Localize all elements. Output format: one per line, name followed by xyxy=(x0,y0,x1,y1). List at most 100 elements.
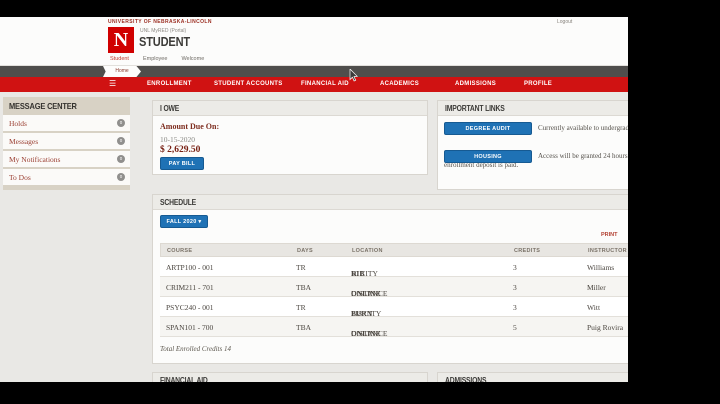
building-code: RIB xyxy=(351,269,365,278)
building-code: ONLINE xyxy=(351,329,381,338)
table-row: PSYC240 - 001 TR BURN 118 CITY 3 Witt xyxy=(160,297,628,318)
to-dos-count-badge: 0 xyxy=(117,173,125,181)
hamburger-menu-icon[interactable]: ☰ xyxy=(109,79,117,88)
degree-audit-note: Currently available to undergraduate stu… xyxy=(538,124,628,132)
room-campus: DISTANCE xyxy=(351,329,388,338)
col-days: DAYS xyxy=(297,248,313,254)
my-notifications-label: My Notifications xyxy=(9,154,61,164)
breadcrumb-home-tab[interactable]: Home xyxy=(103,66,141,77)
course-code: PSYC240 - 001 xyxy=(166,303,214,312)
unl-n-logo[interactable]: N xyxy=(108,27,134,53)
sidebar-item-to-dos[interactable]: To Dos 0 xyxy=(3,169,130,185)
portal-title: STUDENT xyxy=(139,34,190,49)
nav-admissions[interactable]: ADMISSIONS xyxy=(455,81,497,87)
building-code: ONLINE xyxy=(351,289,381,298)
university-wordmark[interactable]: UNIVERSITY OF NEBRASKA-LINCOLN xyxy=(108,19,212,25)
col-course: COURSE xyxy=(167,248,193,254)
course-code: SPAN101 - 700 xyxy=(166,323,214,332)
course-days: TR xyxy=(296,303,306,312)
tab-student[interactable]: Student xyxy=(110,56,129,62)
amount-due-date: 10-15-2020 xyxy=(160,135,195,144)
degree-audit-row: DEGREE AUDIT Currently available to unde… xyxy=(444,122,628,144)
table-row: SPAN101 - 700 TBA ONLINE DISTANCE 5 Puig… xyxy=(160,317,628,338)
sidebar-item-my-notifications[interactable]: My Notifications 0 xyxy=(3,151,130,167)
message-center-title: MESSAGE CENTER xyxy=(9,101,77,111)
financial-aid-panel: FINANCIAL AID xyxy=(152,372,428,382)
admissions-title: ADMISSIONS xyxy=(445,375,487,383)
nav-enrollment[interactable]: ENROLLMENT xyxy=(147,81,192,87)
i-owe-header: I OWE xyxy=(153,101,427,116)
site-header: UNIVERSITY OF NEBRASKA-LINCOLN Logout N … xyxy=(0,17,628,66)
schedule-table-header: COURSE DAYS LOCATION CREDITS INSTRUCTOR xyxy=(160,243,628,257)
col-instructor: INSTRUCTOR xyxy=(588,248,627,254)
nav-financial-aid[interactable]: FINANCIAL AID xyxy=(301,81,349,87)
course-days: TBA xyxy=(296,283,311,292)
course-instructor: Puig Rovira xyxy=(587,323,624,332)
important-links-title: IMPORTANT LINKS xyxy=(445,103,505,113)
course-instructor: Miller xyxy=(587,283,606,292)
message-center-panel: MESSAGE CENTER Holds 0 Messages 0 My Not… xyxy=(3,97,130,190)
degree-audit-button[interactable]: DEGREE AUDIT xyxy=(444,122,532,135)
col-credits: CREDITS xyxy=(514,248,541,254)
housing-button[interactable]: HOUSING xyxy=(444,150,532,163)
course-code: ARTP100 - 001 xyxy=(166,263,214,272)
course-instructor: Witt xyxy=(587,303,601,312)
schedule-panel: SCHEDULE FALL 2020 ▾ PRINT COURSE DAYS L… xyxy=(152,194,628,364)
course-credits: 5 xyxy=(513,323,517,332)
holds-count-badge: 0 xyxy=(117,119,125,127)
primary-nav: ☰ ENROLLMENT STUDENT ACCOUNTS FINANCIAL … xyxy=(0,77,628,92)
amount-due-value: $ 2,629.50 xyxy=(160,145,201,155)
nav-student-accounts[interactable]: STUDENT ACCOUNTS xyxy=(214,81,283,87)
nav-academics[interactable]: ACADEMICS xyxy=(380,81,420,87)
course-days: TBA xyxy=(296,323,311,332)
messages-count-badge: 0 xyxy=(117,137,125,145)
tab-welcome[interactable]: Welcome xyxy=(181,56,205,62)
holds-label: Holds xyxy=(9,118,27,128)
admissions-header: ADMISSIONS xyxy=(438,373,628,382)
browser-viewport: UNIVERSITY OF NEBRASKA-LINCOLN Logout N … xyxy=(0,17,628,382)
housing-row: HOUSING Access will be granted 24 hours … xyxy=(444,150,628,180)
i-owe-panel: I OWE Amount Due On: 10-15-2020 $ 2,629.… xyxy=(152,100,428,175)
term-selector-button[interactable]: FALL 2020 ▾ xyxy=(160,215,208,228)
messages-label: Messages xyxy=(9,136,39,146)
col-location: LOCATION xyxy=(352,248,383,254)
my-notifications-count-badge: 0 xyxy=(117,155,125,163)
course-days: TR xyxy=(296,263,306,272)
schedule-table: COURSE DAYS LOCATION CREDITS INSTRUCTOR … xyxy=(160,243,628,338)
course-credits: 3 xyxy=(513,283,517,292)
i-owe-title: I OWE xyxy=(160,103,180,113)
financial-aid-header: FINANCIAL AID xyxy=(153,373,427,382)
course-credits: 3 xyxy=(513,303,517,312)
mouse-cursor-icon xyxy=(349,69,358,82)
print-link[interactable]: PRINT xyxy=(601,232,618,238)
total-credits: Total Enrolled Credits 14 xyxy=(160,345,231,353)
course-instructor: Williams xyxy=(587,263,615,272)
pay-bill-button[interactable]: PAY BILL xyxy=(160,157,204,170)
room-campus: 118 CITY xyxy=(351,309,382,318)
building-code: BURN xyxy=(351,309,373,318)
nav-profile[interactable]: PROFILE xyxy=(524,81,553,87)
important-links-panel: IMPORTANT LINKS DEGREE AUDIT Currently a… xyxy=(437,100,628,190)
housing-note: Access will be granted 24 hours after ad… xyxy=(444,152,628,169)
amount-due-label: Amount Due On: xyxy=(160,122,220,131)
table-row: ARTP100 - 001 TR RIB 10 CITY 3 Williams xyxy=(160,257,628,278)
portal-tabs: Student Employee Welcome xyxy=(110,56,204,62)
sidebar-item-holds[interactable]: Holds 0 xyxy=(3,115,130,131)
portal-subtitle: UNL MyRED (Portal) xyxy=(140,28,187,34)
schedule-title: SCHEDULE xyxy=(160,197,197,207)
message-center-header: MESSAGE CENTER xyxy=(3,97,130,115)
schedule-header: SCHEDULE xyxy=(153,195,628,210)
room-campus: DISTANCE xyxy=(351,289,388,298)
important-links-header: IMPORTANT LINKS xyxy=(438,101,628,116)
course-credits: 3 xyxy=(513,263,517,272)
room-campus: 10 CITY xyxy=(351,269,378,278)
course-code: CRIM211 - 701 xyxy=(166,283,214,292)
tab-employee[interactable]: Employee xyxy=(142,56,168,62)
breadcrumb-bar xyxy=(0,66,628,77)
to-dos-label: To Dos xyxy=(9,172,31,182)
logout-link[interactable]: Logout xyxy=(557,19,573,25)
sidebar-item-messages[interactable]: Messages 0 xyxy=(3,133,130,149)
table-row: CRIM211 - 701 TBA ONLINE DISTANCE 3 Mill… xyxy=(160,277,628,298)
admissions-panel: ADMISSIONS xyxy=(437,372,628,382)
